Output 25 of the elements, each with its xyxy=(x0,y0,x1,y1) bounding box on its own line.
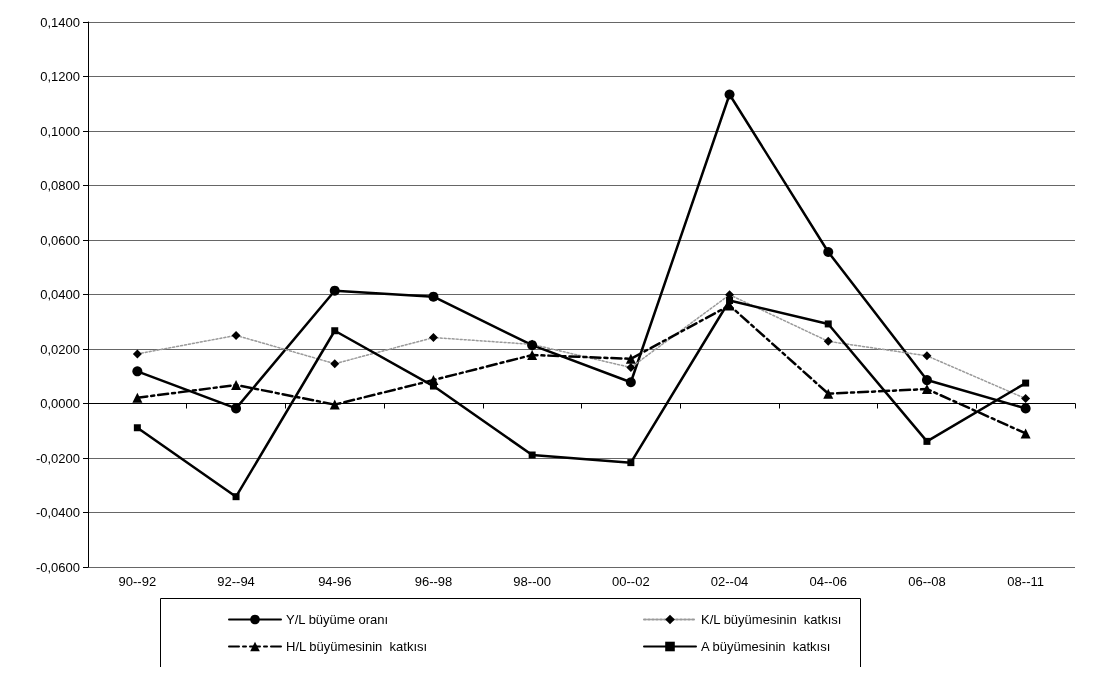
x-tick-label: 96--98 xyxy=(414,574,453,589)
y-tick-label: 0,0600 xyxy=(40,232,80,248)
y-tick-label: 0,0800 xyxy=(40,178,80,193)
y-tick-label: 0,0400 xyxy=(40,287,80,302)
legend-label: Y/L büyüme oranı xyxy=(286,612,389,627)
y-tick-label: 0,1200 xyxy=(40,69,80,84)
y-tick-label: 0,0200 xyxy=(40,341,80,357)
y-tick-label: -0,0200 xyxy=(35,450,80,466)
x-tick-label: 00--02 xyxy=(612,574,650,589)
y-tick-label: -0,0400 xyxy=(35,505,80,520)
x-tick-label: 06--08 xyxy=(908,574,946,589)
legend-label: H/L büyümesinin katkısı xyxy=(286,639,428,654)
x-tick-label: 92--94 xyxy=(217,574,255,589)
y-tick-label: -0,0600 xyxy=(35,559,80,575)
y-tick-label: 0,0000 xyxy=(40,396,80,411)
y-tick-label: 0,1000 xyxy=(40,123,80,139)
x-tick-label: 08--11 xyxy=(1007,574,1044,589)
legend-label: K/L büyümesinin katkısı xyxy=(701,612,842,627)
legend-label: A büyümesinin katkısı xyxy=(701,639,831,654)
x-tick-label: 98--00 xyxy=(513,574,551,589)
y-tick-label: 0,1400 xyxy=(40,14,80,30)
x-tick-label: 04--06 xyxy=(809,574,848,589)
x-tick-label: 94-96 xyxy=(318,574,352,589)
x-tick-label: 02--04 xyxy=(710,574,749,589)
x-tick-label: 90--92 xyxy=(118,574,157,589)
